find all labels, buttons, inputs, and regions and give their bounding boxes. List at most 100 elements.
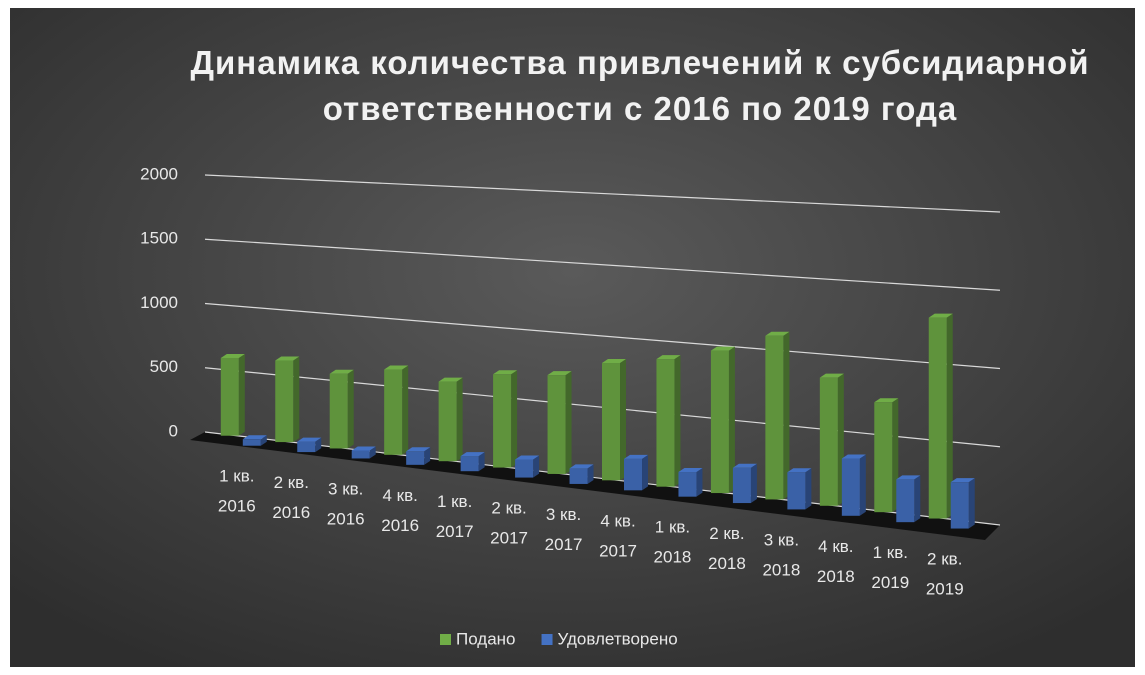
x-tick-label: 4 кв. 2018 (817, 537, 855, 586)
bar-front (406, 451, 425, 465)
bar-front (787, 472, 806, 510)
bar-side (968, 478, 975, 529)
bar-front (329, 373, 348, 449)
x-tick-label: 3 кв. 2017 (545, 505, 583, 554)
bar-side (642, 454, 649, 491)
x-tick-label: 2 кв. 2019 (926, 550, 964, 599)
bar-front (438, 381, 457, 462)
bar-top (874, 398, 899, 403)
bar (710, 346, 735, 494)
grid-line (204, 302, 1001, 370)
bar (624, 454, 649, 491)
x-tick-label: 1 кв. 2016 (218, 467, 256, 516)
bar-side (783, 331, 790, 500)
bar-front (220, 357, 239, 436)
bar-front (297, 441, 316, 453)
x-tick-label-line: 3 кв. (546, 505, 581, 524)
bar-side (696, 468, 703, 497)
bar-front (384, 369, 403, 455)
bar-side (478, 452, 485, 472)
bar-top (787, 468, 812, 473)
bar-side (805, 468, 812, 510)
x-tick-label-line: 1 кв. (437, 493, 472, 512)
x-tick-label-line: 2017 (545, 535, 583, 554)
bar-side (347, 369, 354, 449)
bar-side (260, 435, 267, 446)
bar-top (220, 353, 245, 358)
x-tick-label-line: 2016 (218, 497, 256, 516)
x-tick-label-line: 2018 (762, 561, 800, 580)
x-tick-label-line: 2 кв. (491, 499, 526, 518)
bar (678, 468, 703, 497)
x-tick-label-line: 2017 (436, 523, 474, 542)
x-tick-label-line: 4 кв. (382, 486, 417, 505)
bar-top (329, 369, 354, 374)
bar-top (275, 356, 300, 361)
bar (242, 435, 267, 446)
x-tick-label: 3 кв. 2016 (327, 480, 365, 529)
bar-side (587, 464, 594, 484)
bar (384, 365, 409, 455)
bar-side (456, 377, 463, 462)
x-tick-label-line: 3 кв. (328, 480, 363, 499)
x-tick-label: 4 кв. 2017 (599, 512, 637, 561)
bar (515, 455, 540, 478)
bar (602, 359, 627, 481)
bar-side (369, 446, 376, 459)
bar-top (710, 346, 735, 351)
bar-front (569, 468, 588, 484)
x-tick-label-line: 2017 (490, 529, 528, 548)
legend-label: Подано (456, 629, 516, 648)
bar-top (438, 377, 463, 382)
chart-title: Динамика количества привлечений к субсид… (190, 44, 1090, 127)
x-tick-label: 1 кв. 2019 (871, 544, 909, 593)
bar (950, 478, 975, 529)
bar-front (242, 439, 261, 446)
bar-side (750, 463, 757, 504)
x-tick-label-line: 2016 (272, 504, 310, 523)
bar-top (297, 437, 322, 442)
bar (928, 313, 953, 519)
bar-top (732, 463, 757, 468)
bar-front (678, 472, 697, 497)
x-tick-label-line: 1 кв. (873, 544, 908, 563)
bar-front (874, 402, 893, 513)
bar (569, 464, 594, 484)
bar (547, 371, 572, 474)
bar-side (620, 359, 627, 481)
bar (732, 463, 757, 504)
legend-swatch (541, 634, 553, 645)
x-tick-label-line: 2019 (926, 580, 964, 599)
bar-side (946, 313, 953, 519)
x-tick-label-line: 2016 (327, 510, 365, 529)
x-tick-label: 2 кв. 2016 (272, 474, 310, 523)
x-tick-label: 1 кв. 2017 (436, 493, 474, 542)
bar-front (460, 456, 479, 472)
bar (297, 437, 322, 453)
bar-top (515, 455, 540, 460)
bar-side (533, 455, 540, 478)
x-tick-label: 4 кв. 2016 (381, 486, 419, 535)
x-tick-label-line: 2018 (708, 555, 746, 574)
bar-side (728, 346, 735, 494)
grid-line (204, 174, 1001, 213)
bar-front (547, 375, 566, 474)
grid-line (204, 238, 1001, 291)
bar (896, 475, 921, 523)
bar (787, 468, 812, 510)
bar-top (602, 359, 627, 364)
bar-top (547, 371, 572, 376)
bar-front (656, 359, 675, 487)
x-tick-label-line: 2 кв. (709, 525, 744, 544)
floor (190, 432, 1000, 540)
x-tick-label-line: 3 кв. (764, 531, 799, 550)
bar-side (674, 355, 681, 487)
bar-front (819, 377, 838, 506)
bar-top (819, 373, 844, 378)
bar (406, 447, 431, 465)
bar-front (896, 479, 915, 523)
x-tick-label: 2 кв. 2018 (708, 525, 746, 574)
bar-side (402, 365, 409, 455)
legend-swatch (440, 634, 451, 645)
